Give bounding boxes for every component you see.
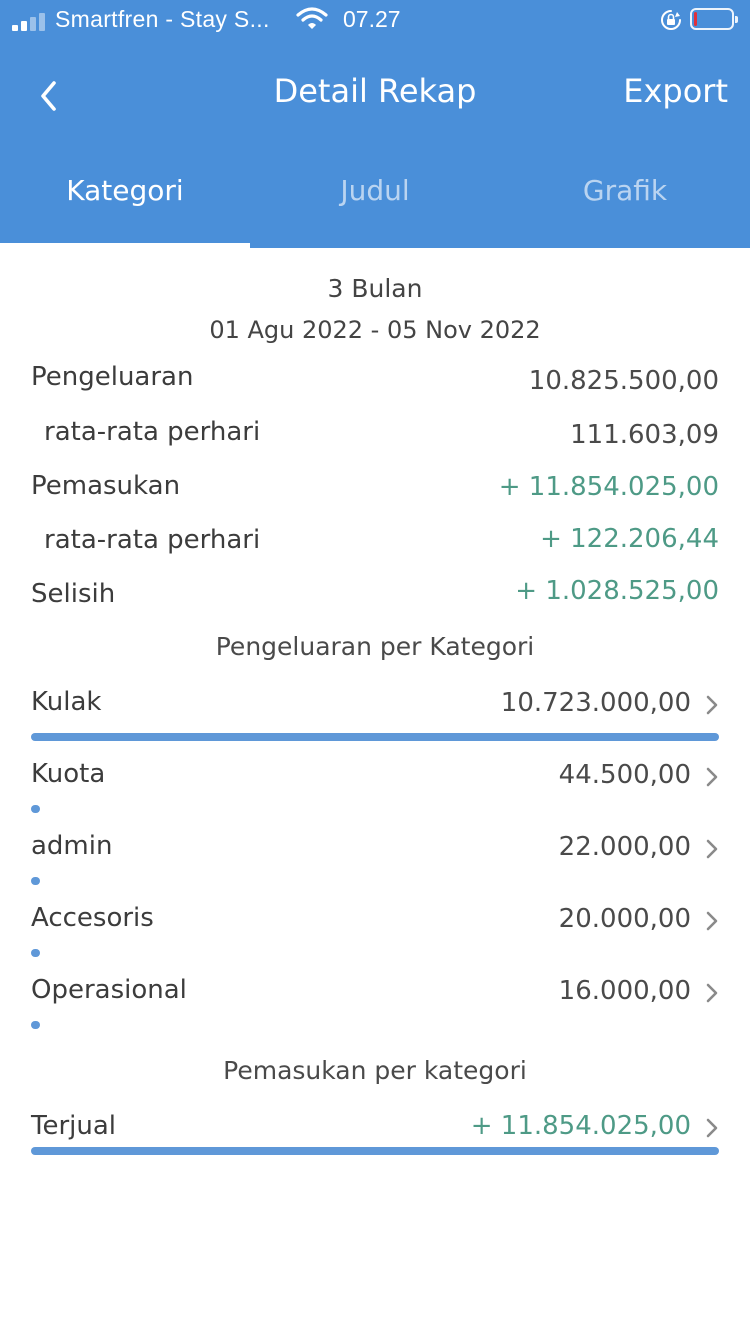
category-value: 10.723.000,00 [500, 688, 691, 718]
back-chevron-icon[interactable] [32, 76, 72, 116]
chevron-right-icon [706, 983, 718, 1003]
category-share-fill [31, 1021, 40, 1029]
category-share-bar [31, 805, 719, 813]
income-section-title: Pemasukan per kategori [223, 1056, 527, 1085]
chevron-right-icon [706, 767, 718, 787]
chevron-right-icon [706, 911, 718, 931]
category-share-fill [31, 949, 40, 957]
date-range: 01 Agu 2022 - 05 Nov 2022 [209, 316, 541, 344]
category-value: 20.000,00 [558, 904, 691, 934]
carrier-name: Smartfren - Stay S... [55, 6, 270, 32]
category-share-fill [31, 733, 719, 741]
expense-daily-avg-label: rata-rata perhari [44, 417, 261, 447]
category-label: Operasional [31, 975, 187, 1005]
category-label: Accesoris [31, 903, 154, 933]
page-title: Detail Rekap [273, 72, 477, 110]
difference-value: + 1.028.525,00 [515, 576, 719, 606]
status-bar: Smartfren - Stay S... 07.27 [0, 0, 750, 44]
wifi-icon [296, 7, 328, 29]
category-share-fill [31, 1147, 719, 1155]
income-daily-avg-value: + 122.206,44 [540, 524, 719, 554]
category-share-fill [31, 877, 40, 885]
category-label: Kulak [31, 687, 102, 717]
tab-judul[interactable]: Judul [340, 174, 410, 207]
battery-icon [690, 8, 738, 30]
chevron-right-icon [706, 839, 718, 859]
period-label: 3 Bulan [327, 274, 423, 303]
active-tab-indicator [0, 243, 250, 248]
export-button[interactable]: Export [623, 72, 728, 110]
app-header: Smartfren - Stay S... 07.27 Detail Rekap… [0, 0, 750, 248]
difference-label: Selisih [31, 579, 116, 609]
category-value: + 11.854.025,00 [470, 1111, 691, 1141]
category-share-fill [31, 805, 40, 813]
category-share-bar [31, 949, 719, 957]
category-label: admin [31, 831, 113, 861]
category-share-bar [31, 1021, 719, 1029]
chevron-right-icon [706, 1118, 718, 1138]
expense-total-label: Pengeluaran [31, 362, 194, 392]
category-label: Terjual [31, 1111, 117, 1141]
category-value: 22.000,00 [558, 832, 691, 862]
orientation-lock-icon [661, 10, 681, 30]
expense-daily-avg-value: 111.603,09 [570, 420, 719, 450]
tab-grafik[interactable]: Grafik [582, 174, 668, 207]
category-label: Kuota [31, 759, 106, 789]
category-share-bar [31, 1147, 719, 1155]
chevron-right-icon [706, 695, 718, 715]
expense-total-value: 10.825.500,00 [528, 366, 719, 396]
category-share-bar [31, 877, 719, 885]
status-time: 07.27 [343, 6, 401, 32]
income-total-value: + 11.854.025,00 [498, 472, 719, 502]
expense-section-title: Pengeluaran per Kategori [215, 632, 535, 661]
cellular-signal-icon [12, 11, 50, 31]
category-value: 44.500,00 [558, 760, 691, 790]
income-daily-avg-label: rata-rata perhari [44, 525, 261, 555]
income-total-label: Pemasukan [31, 471, 181, 501]
tab-kategori[interactable]: Kategori [66, 174, 184, 207]
category-share-bar [31, 733, 719, 741]
category-value: 16.000,00 [558, 976, 691, 1006]
